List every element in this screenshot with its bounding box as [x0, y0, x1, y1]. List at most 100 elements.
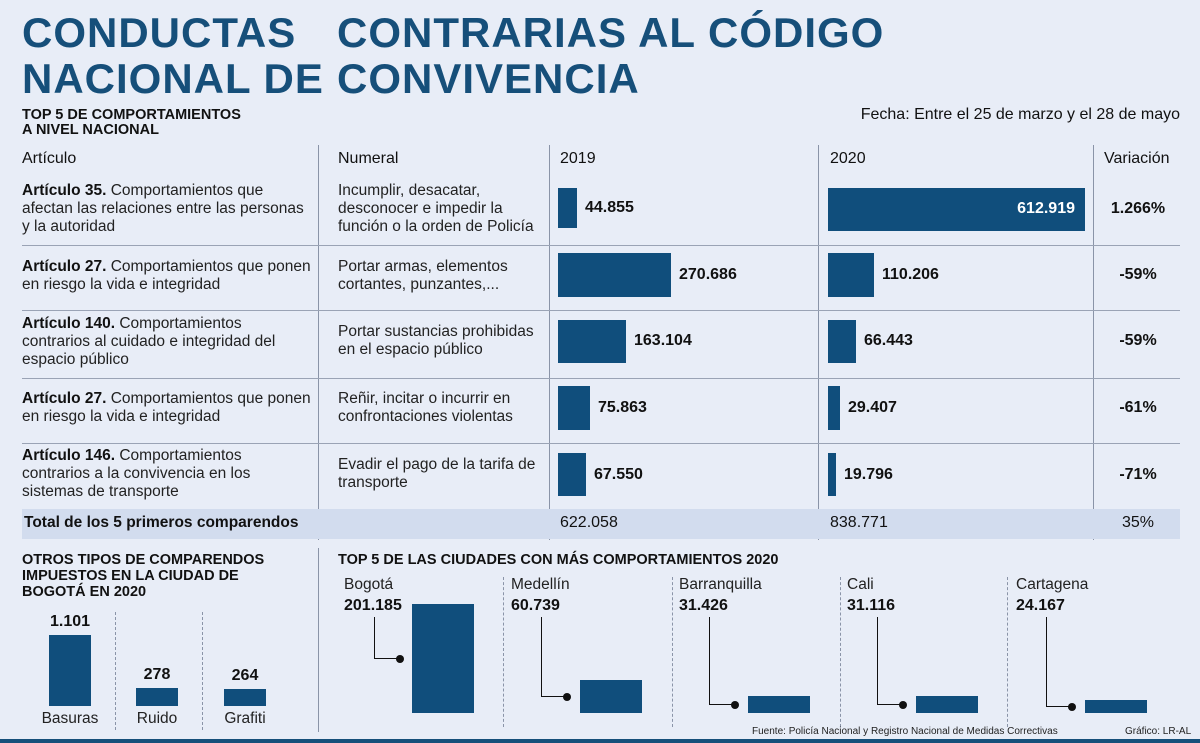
bar-2019-row-3	[558, 320, 626, 363]
row-divider-3	[22, 378, 1180, 379]
section1-title-line2: A NIVEL NACIONAL	[22, 122, 159, 138]
article-desc: Comportamientos que afectan las relacion…	[22, 182, 304, 235]
city-bar-cartagena	[1085, 700, 1147, 713]
value-2019-row-4: 75.863	[598, 399, 647, 416]
table-row-3-numeral: Portar sustancias prohibidas en el espac…	[338, 323, 534, 358]
city-value-bogota: 201.185	[344, 597, 402, 614]
city-bar-barranquilla	[748, 696, 810, 713]
city-bar-cali	[916, 696, 978, 713]
total-row	[22, 509, 1180, 539]
bogota-title-line1: OTROS TIPOS DE COMPARENDOS	[22, 552, 265, 568]
city-value-cali: 31.116	[847, 597, 896, 614]
city-leader-medellin	[541, 617, 567, 697]
bar-2019-row-1	[558, 188, 577, 228]
bogota-value-grafiti: 264	[231, 667, 259, 684]
bogota-divider-1	[115, 612, 116, 730]
city-name-cali: Cali	[847, 576, 874, 593]
value-2019-row-3: 163.104	[634, 332, 692, 349]
bogota-label-ruido: Ruido	[136, 710, 178, 727]
header-variacion: Variación	[1104, 150, 1170, 167]
bogota-divider-2	[202, 612, 203, 730]
value-2020-row-2: 110.206	[882, 266, 939, 283]
variation-row-3: -59%	[1119, 332, 1157, 349]
bar-2020-row-1	[828, 188, 1085, 231]
row-divider-1	[22, 245, 1180, 246]
article-desc: Comportamientos contrarios a la conviven…	[22, 447, 251, 500]
city-name-medellin: Medellín	[511, 576, 570, 593]
section-divider	[318, 548, 319, 732]
city-value-barranquilla: 31.426	[679, 597, 728, 614]
table-row-4-numeral: Reñir, incitar o incurrir en confrontaci…	[338, 390, 513, 425]
date-range: Fecha: Entre el 25 de marzo y el 28 de m…	[860, 106, 1180, 123]
header-2020: 2020	[830, 150, 866, 167]
bogota-label-basuras: Basuras	[41, 710, 99, 727]
city-dot-cali	[899, 700, 907, 709]
header-articulo: Artículo	[22, 150, 77, 167]
bar-2020-row-2	[828, 253, 874, 297]
bar-2019-row-2	[558, 253, 671, 297]
city-dot-barranquilla	[731, 700, 739, 709]
col-divider-4	[1093, 145, 1094, 540]
city-divider-3	[840, 577, 841, 727]
variation-row-2: -59%	[1119, 266, 1157, 283]
bar-2020-row-4	[828, 386, 840, 430]
article-number: Artículo 27.	[22, 258, 107, 275]
bogota-bar-grafiti	[224, 689, 266, 706]
value-2019-row-1: 44.855	[585, 199, 634, 216]
value-2019-row-5: 67.550	[594, 466, 643, 483]
city-value-cartagena: 24.167	[1016, 597, 1065, 614]
value-2020-row-4: 29.407	[848, 399, 897, 416]
header-2019: 2019	[560, 150, 596, 167]
bogota-title-line2: IMPUESTOS EN LA CIUDAD DE	[22, 568, 239, 584]
table-row-3-article: Artículo 140. Comportamientos contrarios…	[22, 315, 312, 369]
col-divider-2	[549, 145, 550, 540]
table-row-1-article: Artículo 35. Comportamientos que afectan…	[22, 182, 312, 236]
article-number: Artículo 140.	[22, 315, 116, 332]
table-row-4-article: Artículo 27. Comportamientos que ponen e…	[22, 390, 312, 426]
title-part1-line2: NACIONAL DE	[22, 55, 324, 102]
source-note: Fuente: Policía Nacional y Registro Naci…	[752, 726, 1058, 737]
city-name-cartagena: Cartagena	[1016, 576, 1089, 593]
section1-title-line1: TOP 5 DE COMPORTAMIENTOS	[22, 107, 241, 123]
variation-row-1: 1.266%	[1110, 200, 1166, 217]
table-row-5-article: Artículo 146. Comportamientos contrarios…	[22, 447, 312, 501]
article-desc: Comportamientos que ponen en riesgo la v…	[22, 390, 311, 425]
title-part1-line1: CONDUCTAS	[22, 9, 297, 56]
bar-2019-row-4	[558, 386, 590, 430]
col-divider-3	[818, 145, 819, 540]
city-dot-bogota	[396, 654, 404, 663]
bar-2020-row-3	[828, 320, 856, 363]
total-variation: 35%	[1121, 514, 1155, 531]
city-leader-cartagena	[1046, 617, 1072, 707]
bottom-rule	[0, 739, 1200, 743]
bogota-value-ruido: 278	[143, 666, 171, 683]
city-name-barranquilla: Barranquilla	[679, 576, 762, 593]
bogota-bar-basuras	[49, 635, 91, 706]
article-number: Artículo 27.	[22, 390, 107, 407]
bogota-bar-ruido	[136, 688, 178, 706]
total-2019: 622.058	[560, 514, 618, 531]
bar-2019-row-5	[558, 453, 586, 496]
credit-note: Gráfico: LR-AL	[1125, 726, 1192, 737]
bogota-value-basuras: 1.101	[49, 613, 91, 630]
value-2020-row-5: 19.796	[844, 466, 893, 483]
header-numeral: Numeral	[338, 150, 399, 167]
total-label: Total de los 5 primeros comparendos	[24, 514, 299, 531]
row-divider-4	[22, 443, 1180, 444]
article-desc: Comportamientos contrarios al cuidado e …	[22, 315, 276, 368]
city-name-bogota: Bogotá	[344, 576, 394, 593]
city-divider-4	[1007, 577, 1008, 727]
city-bar-bogota	[412, 604, 474, 713]
row-divider-2	[22, 310, 1180, 311]
title-part2-line2: CONVIVENCIA	[337, 55, 640, 102]
cities-title: TOP 5 DE LAS CIUDADES CON MÁS COMPORTAMI…	[338, 552, 779, 568]
city-leader-bogota	[374, 617, 400, 659]
value-2020-row-3: 66.443	[864, 332, 913, 349]
total-2020: 838.771	[830, 514, 888, 531]
bogota-label-grafiti: Grafiti	[224, 710, 266, 727]
city-bar-medellin	[580, 680, 642, 713]
bar-2020-row-5	[828, 453, 836, 496]
value-2019-row-2: 270.686	[679, 266, 737, 283]
city-divider-1	[503, 577, 504, 727]
value-2020-row-1: 612.919	[1017, 200, 1075, 217]
